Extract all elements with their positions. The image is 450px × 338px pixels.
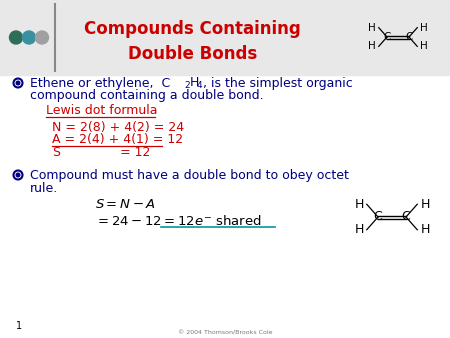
Text: H: H bbox=[420, 198, 430, 211]
Text: H: H bbox=[368, 23, 376, 33]
Text: Compound must have a double bond to obey octet: Compound must have a double bond to obey… bbox=[30, 169, 349, 182]
Text: $= 24 - 12 = 12e^{-}\ \mathrm{shared}$: $= 24 - 12 = 12e^{-}\ \mathrm{shared}$ bbox=[95, 214, 262, 228]
Text: = 12: = 12 bbox=[120, 146, 150, 160]
Text: 4: 4 bbox=[197, 81, 202, 90]
Text: 1: 1 bbox=[16, 321, 22, 331]
Text: H: H bbox=[420, 223, 430, 236]
Text: 2: 2 bbox=[184, 81, 189, 90]
Text: H: H bbox=[368, 41, 376, 51]
Text: , is the simplest organic: , is the simplest organic bbox=[203, 76, 353, 90]
Text: C: C bbox=[405, 32, 413, 42]
Circle shape bbox=[9, 31, 22, 44]
Text: Ethene or ethylene,  C: Ethene or ethylene, C bbox=[30, 76, 170, 90]
Circle shape bbox=[16, 81, 20, 85]
Text: H: H bbox=[355, 198, 364, 211]
Text: S: S bbox=[52, 146, 60, 160]
Text: H: H bbox=[190, 76, 199, 90]
Text: Compounds Containing: Compounds Containing bbox=[84, 20, 301, 38]
Bar bbox=[0, 0, 450, 75]
Text: C: C bbox=[383, 32, 391, 42]
Text: $S = N - A$: $S = N - A$ bbox=[95, 198, 156, 212]
Circle shape bbox=[16, 173, 20, 177]
Text: C: C bbox=[401, 211, 410, 223]
Text: rule.: rule. bbox=[30, 182, 58, 194]
Text: H: H bbox=[420, 23, 428, 33]
Circle shape bbox=[36, 31, 49, 44]
Text: N = 2(8) + 4(2) = 24: N = 2(8) + 4(2) = 24 bbox=[52, 121, 184, 134]
Text: Lewis dot formula: Lewis dot formula bbox=[46, 104, 158, 118]
Text: H: H bbox=[420, 41, 428, 51]
Text: Double Bonds: Double Bonds bbox=[128, 45, 257, 63]
Circle shape bbox=[22, 31, 36, 44]
Text: © 2004 Thomson/Brooks Cole: © 2004 Thomson/Brooks Cole bbox=[178, 331, 272, 336]
Text: A = 2(4) + 4(1) = 12: A = 2(4) + 4(1) = 12 bbox=[52, 134, 183, 146]
Text: C: C bbox=[374, 211, 382, 223]
Text: H: H bbox=[355, 223, 364, 236]
Text: compound containing a double bond.: compound containing a double bond. bbox=[30, 90, 264, 102]
